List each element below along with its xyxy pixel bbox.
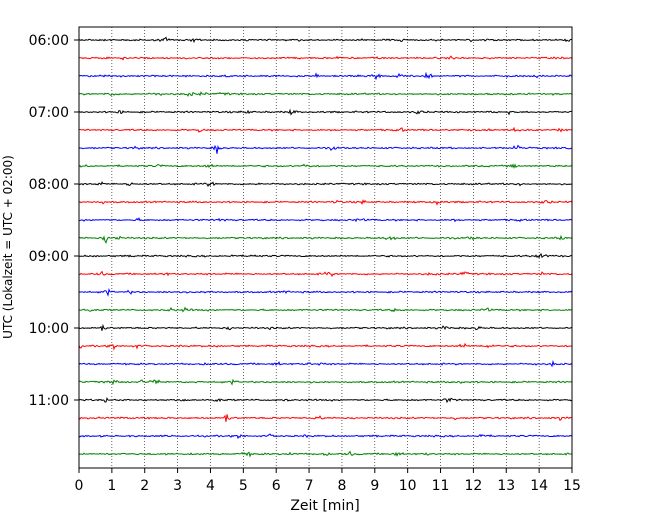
trace-0700	[78, 108, 573, 116]
x-tick-label-3: 3	[173, 478, 182, 494]
y-tick-label-0800: 08:00	[29, 177, 69, 193]
trace-0745	[78, 163, 573, 169]
trace-0645	[78, 91, 573, 97]
trace-1045	[78, 378, 573, 386]
x-tick-label-14: 14	[530, 478, 548, 494]
trace-0715	[78, 126, 573, 133]
y-tick-label-0900: 09:00	[29, 249, 69, 265]
x-tick-label-11: 11	[432, 478, 450, 494]
x-tick-label-6: 6	[272, 478, 281, 494]
y-tick-label-1000: 10:00	[29, 321, 69, 337]
x-tick-label-2: 2	[140, 478, 149, 494]
trace-1000	[78, 323, 573, 331]
x-tick-label-13: 13	[497, 478, 515, 494]
trace-1115	[78, 414, 573, 422]
trace-0600	[78, 36, 573, 44]
x-tick-label-9: 9	[370, 478, 379, 494]
trace-0945	[78, 306, 573, 313]
trace-0900	[78, 252, 573, 259]
plot-frame	[78, 26, 573, 469]
trace-1130	[78, 433, 573, 440]
x-axis-ticks: 0 1 2 3 4 5 6 7 8 9 10 11 12 13 14 15	[75, 468, 581, 494]
seismogram-traces	[78, 36, 573, 458]
trace-1100	[78, 396, 573, 404]
y-tick-label-1100: 11:00	[29, 393, 69, 409]
trace-0915	[78, 270, 573, 278]
y-axis-ticks: 06:00 07:00 08:00 09:00 10:00 11:00	[29, 33, 79, 409]
trace-1030	[78, 359, 573, 368]
trace-0730	[78, 144, 573, 154]
x-tick-label-15: 15	[563, 478, 581, 494]
trace-1015	[78, 342, 573, 351]
y-tick-label-0600: 06:00	[29, 33, 69, 49]
x-tick-label-10: 10	[399, 478, 417, 494]
trace-0830	[78, 217, 573, 223]
x-axis-label: Zeit [min]	[290, 498, 359, 514]
x-tick-label-1: 1	[107, 478, 116, 494]
trace-0630	[78, 71, 573, 81]
x-tick-label-5: 5	[239, 478, 248, 494]
x-tick-label-0: 0	[75, 478, 84, 494]
trace-0845	[78, 234, 573, 244]
x-tick-label-4: 4	[206, 478, 215, 494]
y-axis-label: UTC (Lokalzeit = UTC + 02:00)	[1, 155, 15, 339]
trace-0800	[78, 181, 573, 188]
grid-lines	[111, 27, 540, 468]
x-tick-label-7: 7	[305, 478, 314, 494]
y-tick-label-0700: 07:00	[29, 105, 69, 121]
x-tick-label-8: 8	[337, 478, 346, 494]
x-tick-label-12: 12	[464, 478, 482, 494]
trace-0615	[78, 55, 573, 61]
trace-0815	[78, 198, 573, 206]
trace-0930	[78, 288, 573, 297]
trace-1145	[78, 450, 573, 458]
